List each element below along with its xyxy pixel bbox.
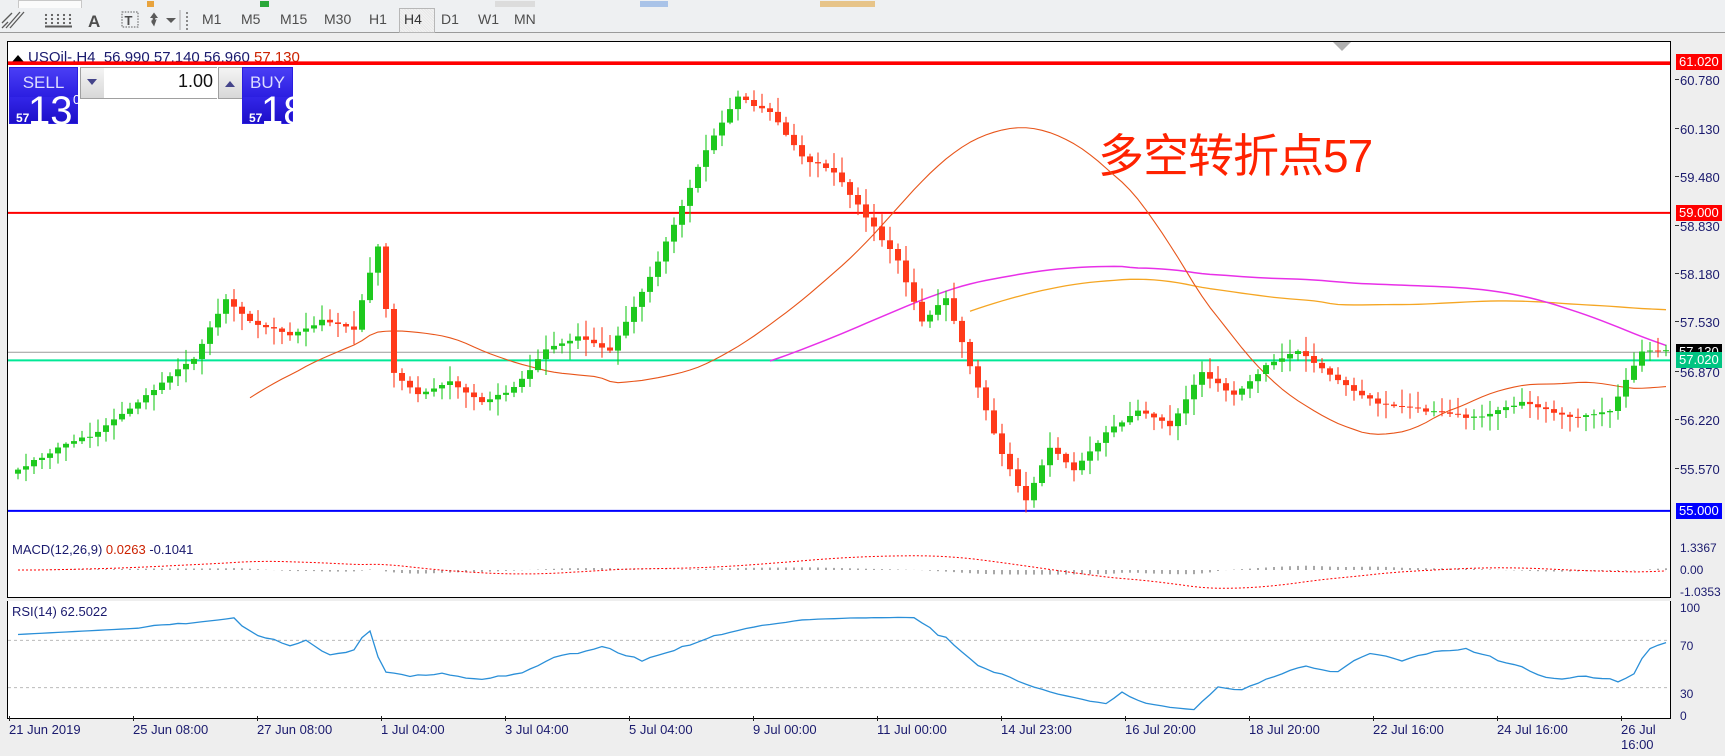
svg-text:T: T (125, 13, 133, 28)
svg-text:A: A (88, 12, 100, 31)
